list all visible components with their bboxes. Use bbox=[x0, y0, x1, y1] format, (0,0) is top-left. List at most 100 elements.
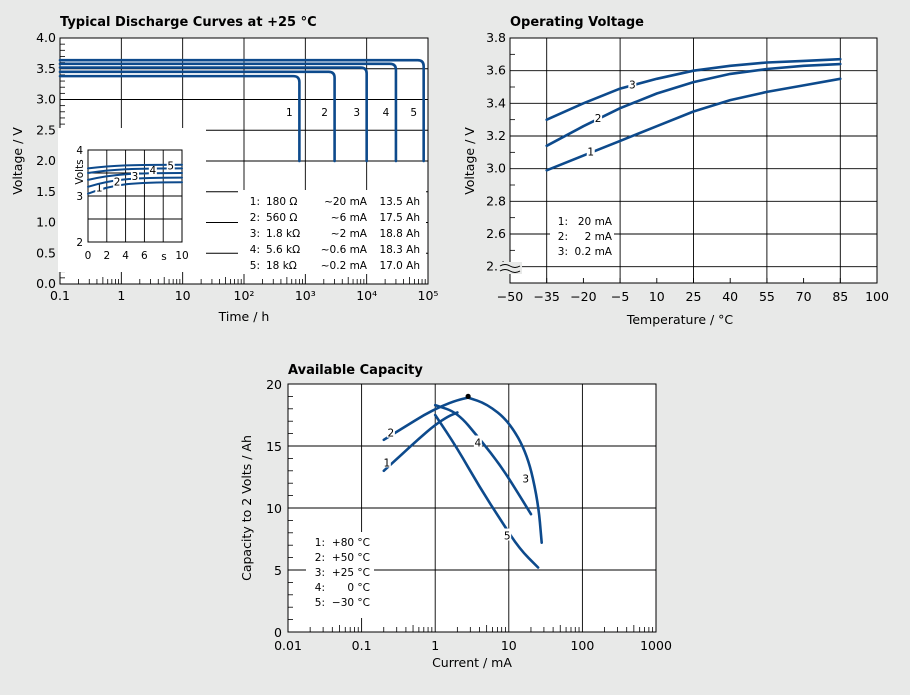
discharge-x-tick-label: 10³ bbox=[295, 288, 316, 303]
capacity-x-tick-label: 1 bbox=[431, 638, 439, 653]
discharge-y-tick-label: 0.0 bbox=[36, 276, 56, 291]
inset-curve-label-bg bbox=[131, 170, 139, 182]
operating-voltage-curve-label: 3 bbox=[629, 79, 636, 91]
discharge-curve-label: 1 bbox=[286, 107, 293, 119]
operating-voltage-y-axis-label: Voltage / V bbox=[462, 127, 477, 195]
inset-curve-label: 5 bbox=[167, 161, 174, 173]
discharge-y-tick-label: 2.0 bbox=[36, 153, 56, 168]
operating-voltage-curve-3 bbox=[545, 57, 842, 121]
discharge-curve-label: 2 bbox=[321, 107, 328, 119]
operating-voltage-y-tick-label: 2.8 bbox=[486, 193, 506, 208]
operating-voltage-x-tick-label: 10 bbox=[649, 289, 665, 304]
capacity-curve-label-bg bbox=[386, 425, 395, 438]
capacity-x-tick-label: 100 bbox=[570, 638, 594, 653]
capacity-legend-id: 4: bbox=[315, 582, 325, 594]
operating-voltage-x-tick-label: 55 bbox=[759, 289, 775, 304]
available-capacity-title: Available Capacity bbox=[288, 363, 423, 378]
inset-y-axis-label: Volts bbox=[74, 159, 86, 184]
capacity-legend-temp: +80 °C bbox=[332, 537, 370, 549]
capacity-y-tick-label: 5 bbox=[274, 563, 282, 578]
inset-x-tick-label: 2 bbox=[103, 250, 110, 262]
capacity-curve-label: 4 bbox=[475, 438, 482, 450]
inset-curve-label-bg bbox=[166, 160, 175, 172]
operating-voltage-x-tick-label: −5 bbox=[611, 289, 629, 304]
discharge-curve-label: 4 bbox=[383, 107, 390, 119]
discharge-legend-capacity: 18.3 Ah bbox=[379, 244, 420, 256]
capacity-curve-5 bbox=[433, 413, 540, 569]
available-capacity-x-axis-label: Current / mA bbox=[432, 655, 512, 670]
operating-voltage-x-tick-label: 70 bbox=[796, 289, 812, 304]
discharge-legend-id: 1: bbox=[250, 196, 260, 208]
inset-curve-3 bbox=[87, 172, 183, 181]
inset-x-tick-label: 4 bbox=[122, 250, 129, 262]
operating-voltage-x-tick-label: −35 bbox=[534, 289, 560, 304]
discharge-legend-load: 180 Ω bbox=[266, 196, 297, 208]
capacity-y-tick-label: 10 bbox=[266, 501, 282, 516]
discharge-legend-id: 3: bbox=[250, 228, 260, 240]
inset-y-tick-label: 2 bbox=[76, 237, 83, 249]
operating-voltage-title: Operating Voltage bbox=[510, 15, 644, 30]
discharge-x-tick-label: 10⁴ bbox=[356, 288, 377, 303]
discharge-legend-capacity: 17.5 Ah bbox=[379, 212, 420, 224]
inset-curve-label: 3 bbox=[132, 171, 139, 183]
capacity-legend-id: 2: bbox=[315, 552, 325, 564]
discharge-curve-4 bbox=[58, 62, 398, 163]
capacity-legend-temp: +25 °C bbox=[332, 567, 370, 579]
operating-voltage-y-tick-label: 3.8 bbox=[486, 30, 506, 45]
discharge-y-tick-label: 2.5 bbox=[36, 122, 56, 137]
operating-voltage-x-axis-label: Temperature / °C bbox=[626, 312, 734, 327]
discharge-y-axis-label: Voltage / V bbox=[10, 127, 25, 195]
discharge-legend-capacity: 17.0 Ah bbox=[379, 260, 420, 272]
capacity-curve-label-bg bbox=[473, 435, 482, 448]
inset-y-tick-label: 3 bbox=[76, 191, 83, 203]
available-capacity-legend: 1: +80 °C 2: +50 °C 3: +25 °C 4: 0 °C 5: −30 °C bbox=[306, 532, 374, 618]
capacity-curve-2 bbox=[382, 396, 470, 442]
inset-x-axis-label: s bbox=[161, 251, 166, 263]
discharge-legend-current: ~20 mA bbox=[324, 196, 368, 208]
discharge-legend-load: 560 Ω bbox=[266, 212, 297, 224]
discharge-curve-1 bbox=[58, 74, 301, 163]
discharge-legend-id: 2: bbox=[250, 212, 260, 224]
inset-curve-label: 1 bbox=[96, 183, 103, 195]
inset-curve-label-bg bbox=[95, 182, 104, 194]
capacity-legend-temp: +50 °C bbox=[332, 552, 370, 564]
capacity-x-tick-label: 0.1 bbox=[352, 638, 372, 653]
capacity-legend-id: 5: bbox=[315, 597, 325, 609]
discharge-legend-load: 18 kΩ bbox=[266, 260, 297, 272]
discharge-y-tick-label: 3.0 bbox=[36, 92, 56, 107]
discharge-y-tick-label: 4.0 bbox=[36, 30, 56, 45]
inset-curve-label: 2 bbox=[114, 177, 121, 189]
operating-voltage-legend-id: 1: bbox=[558, 216, 568, 228]
discharge-y-tick-label: 1.0 bbox=[36, 215, 56, 230]
inset-y-tick-label: 4 bbox=[76, 145, 83, 157]
capacity-x-tick-label: 10 bbox=[501, 638, 517, 653]
operating-voltage-x-tick-label: 85 bbox=[832, 289, 848, 304]
discharge-legend-current: ~6 mA bbox=[331, 212, 368, 224]
capacity-legend-temp: −30 °C bbox=[332, 597, 370, 609]
discharge-x-axis-label: Time / h bbox=[218, 309, 270, 324]
discharge-curve-5 bbox=[58, 58, 425, 163]
inset-curve-2 bbox=[87, 176, 183, 188]
operating-voltage-x-tick-label: −50 bbox=[497, 289, 523, 304]
operating-voltage-x-tick-label: 100 bbox=[865, 289, 889, 304]
capacity-curve-label: 2 bbox=[388, 428, 395, 440]
discharge-title: Typical Discharge Curves at +25 °C bbox=[60, 15, 317, 30]
discharge-legend-current: ~0.6 mA bbox=[321, 244, 368, 256]
capacity-curve-label: 5 bbox=[504, 531, 511, 543]
capacity-curve-1 bbox=[382, 411, 459, 473]
capacity-x-tick-label: 0.01 bbox=[274, 638, 302, 653]
operating-voltage-legend-id: 2: bbox=[558, 231, 568, 243]
capacity-legend-temp: 0 °C bbox=[347, 582, 370, 594]
capacity-curve-label-bg bbox=[382, 455, 391, 468]
capacity-y-tick-label: 0 bbox=[274, 625, 282, 640]
operating-voltage-curve-label-bg bbox=[586, 145, 595, 157]
discharge-legend-id: 4: bbox=[250, 244, 260, 256]
discharge-y-tick-label: 1.5 bbox=[36, 184, 56, 199]
discharge-curve-3 bbox=[58, 66, 368, 163]
operating-voltage-y-tick-label: 3.6 bbox=[486, 63, 506, 78]
operating-voltage-y-tick-label: 3.0 bbox=[486, 161, 506, 176]
discharge-x-tick-label: 10² bbox=[234, 288, 255, 303]
operating-voltage-x-tick-label: 25 bbox=[686, 289, 702, 304]
